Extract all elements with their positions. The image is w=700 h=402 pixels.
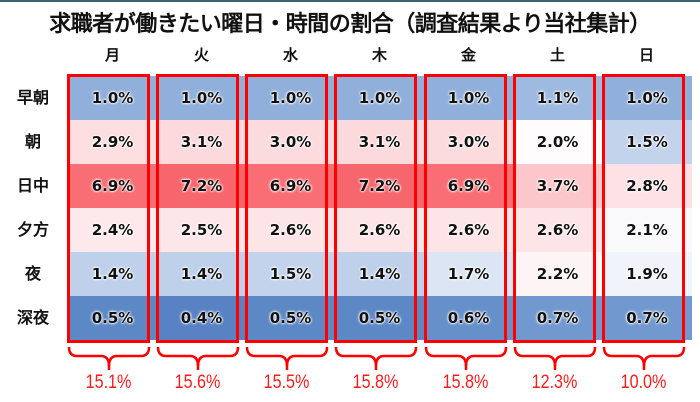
heatmap-cell: 3.0% xyxy=(424,120,513,164)
heatmap-row: 2.9% 3.1% 3.0% 3.1% 3.0% 2.0% 1.5% xyxy=(68,120,692,164)
heatmap-cell: 1.5% xyxy=(602,120,692,164)
chart-title: 求職者が働きたい曜日・時間の割合（調査結果より当社集計） xyxy=(49,12,651,37)
day-header: 土 xyxy=(549,46,565,64)
column-highlight-box xyxy=(156,74,239,343)
column-total: 15.6% xyxy=(174,372,221,393)
brace-icon xyxy=(513,346,597,376)
heatmap-cell: 3.1% xyxy=(335,120,424,164)
column-highlight-box xyxy=(602,74,685,343)
time-slot-label: 早朝 xyxy=(16,88,49,107)
heatmap-cell: 6.9% xyxy=(68,164,157,208)
brace-icon xyxy=(67,346,151,376)
heatmap-cell: 1.1% xyxy=(513,76,602,120)
heatmap-cell: 2.6% xyxy=(513,208,602,252)
heatmap-row: 1.0% 1.0% 1.0% 1.0% 1.0% 1.1% 1.0% xyxy=(68,76,692,120)
heatmap-cell: 2.1% xyxy=(602,208,692,252)
time-slot-label: 日中 xyxy=(16,176,49,195)
heatmap-cell: 6.9% xyxy=(246,164,335,208)
time-slot-label: 夕方 xyxy=(16,220,49,239)
heatmap-cell: 6.9% xyxy=(424,164,513,208)
heatmap-cell: 2.6% xyxy=(246,208,335,252)
heatmap-cell: 2.2% xyxy=(513,252,602,296)
heatmap-cell: 1.0% xyxy=(157,76,246,120)
heatmap-row: 0.5% 0.4% 0.5% 0.5% 0.6% 0.7% 0.7% xyxy=(68,296,692,340)
heatmap-cell: 0.4% xyxy=(157,296,246,340)
heatmap-cell: 3.0% xyxy=(246,120,335,164)
heatmap-row: 2.4% 2.5% 2.6% 2.6% 2.6% 2.6% 2.1% xyxy=(68,208,692,252)
column-highlight-box xyxy=(513,74,596,343)
time-slot-label: 深夜 xyxy=(16,308,49,327)
time-slot-label: 朝 xyxy=(24,132,41,151)
heatmap-cell: 1.5% xyxy=(246,252,335,296)
heatmap-cell: 7.2% xyxy=(157,164,246,208)
brace-icon xyxy=(245,346,329,376)
heatmap-cell: 1.0% xyxy=(246,76,335,120)
heatmap-cell: 1.0% xyxy=(424,76,513,120)
day-header: 日 xyxy=(638,46,654,64)
heatmap-cell: 1.0% xyxy=(68,76,157,120)
heatmap-cell: 0.7% xyxy=(513,296,602,340)
heatmap-cell: 2.9% xyxy=(68,120,157,164)
column-highlight-box xyxy=(245,74,328,343)
heatmap-cell: 1.7% xyxy=(424,252,513,296)
top-border-line xyxy=(0,0,700,2)
day-header: 木 xyxy=(371,46,387,64)
heatmap-row: 6.9% 7.2% 6.9% 7.2% 6.9% 3.7% 2.8% xyxy=(68,164,692,208)
day-header: 金 xyxy=(460,46,476,64)
heatmap-cell: 0.7% xyxy=(602,296,692,340)
time-slot-label: 夜 xyxy=(24,264,41,283)
heatmap-cell: 1.4% xyxy=(68,252,157,296)
heatmap-cell: 2.6% xyxy=(424,208,513,252)
day-header: 火 xyxy=(193,46,209,64)
heatmap-cell: 1.0% xyxy=(602,76,692,120)
brace-icon xyxy=(602,346,686,376)
column-total: 15.8% xyxy=(352,372,399,393)
heatmap-cell: 1.4% xyxy=(335,252,424,296)
heatmap-cell: 1.9% xyxy=(602,252,692,296)
day-header: 月 xyxy=(104,46,120,64)
brace-icon xyxy=(424,346,508,376)
heatmap-cell: 2.8% xyxy=(602,164,692,208)
heatmap-cell: 2.6% xyxy=(335,208,424,252)
column-highlight-box xyxy=(424,74,507,343)
heatmap-cell: 2.4% xyxy=(68,208,157,252)
heatmap-cell: 0.5% xyxy=(246,296,335,340)
column-total: 15.8% xyxy=(442,372,489,393)
heatmap-cell: 0.6% xyxy=(424,296,513,340)
heatmap-cell: 3.1% xyxy=(157,120,246,164)
column-highlight-box xyxy=(334,74,417,343)
day-header: 水 xyxy=(282,46,298,64)
column-total: 15.5% xyxy=(263,372,310,393)
heatmap-cell: 1.4% xyxy=(157,252,246,296)
heatmap-cell: 3.7% xyxy=(513,164,602,208)
heatmap-cell: 1.0% xyxy=(335,76,424,120)
heatmap-cell: 2.0% xyxy=(513,120,602,164)
column-total: 10.0% xyxy=(620,372,667,393)
heatmap-row: 1.4% 1.4% 1.5% 1.4% 1.7% 2.2% 1.9% xyxy=(68,252,692,296)
heatmap-cell: 0.5% xyxy=(335,296,424,340)
brace-icon xyxy=(156,346,240,376)
column-total: 15.1% xyxy=(85,372,132,393)
heatmap-cell: 2.5% xyxy=(157,208,246,252)
column-total: 12.3% xyxy=(531,372,578,393)
brace-icon xyxy=(334,346,418,376)
heatmap-grid: 1.0% 1.0% 1.0% 1.0% 1.0% 1.1% 1.0% 2.9% 3.1% 3.0%… xyxy=(68,76,692,340)
heatmap-cell: 0.5% xyxy=(68,296,157,340)
column-highlight-box xyxy=(67,74,150,343)
heatmap-cell: 7.2% xyxy=(335,164,424,208)
